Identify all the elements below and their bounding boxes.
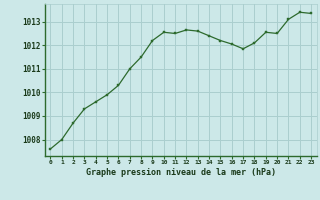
X-axis label: Graphe pression niveau de la mer (hPa): Graphe pression niveau de la mer (hPa) bbox=[86, 168, 276, 177]
